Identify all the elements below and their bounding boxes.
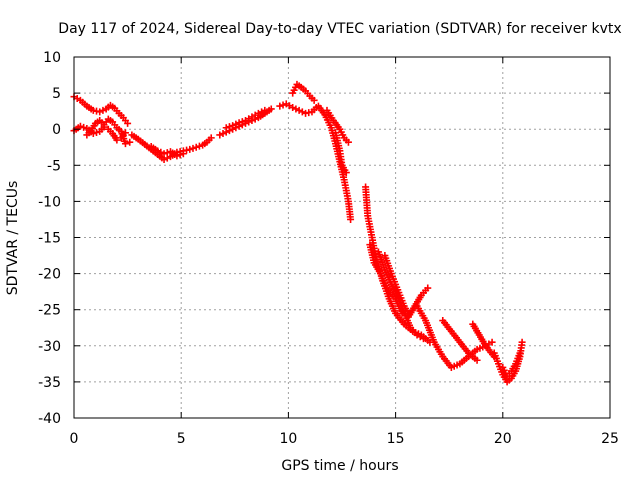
data-point (121, 140, 129, 148)
data-point (261, 106, 269, 114)
data-point (473, 356, 481, 364)
series-rise-b (222, 106, 269, 132)
data-point (347, 215, 355, 223)
data-marker (279, 101, 287, 109)
x-tick-label: 10 (279, 431, 297, 447)
series-tail-b (499, 349, 524, 380)
data-marker (80, 123, 88, 131)
series-morning-dip-b (147, 143, 187, 160)
axis-ticks: 0 5 10 15 20 25 10 5 0 -5 -10 -15 -20 -25 -30 -35 -40 (38, 50, 619, 447)
data-point (295, 106, 303, 114)
y-tick-label: -15 (38, 231, 61, 247)
data-points (70, 80, 526, 386)
data-point (124, 119, 132, 127)
y-tick-label: 0 (52, 122, 61, 138)
data-point (76, 122, 84, 130)
series-descent-c (374, 248, 427, 343)
data-point (96, 108, 104, 116)
y-tick-label: 5 (52, 86, 61, 102)
y-tick-label: -5 (47, 158, 61, 174)
data-point (276, 102, 284, 110)
data-point (160, 150, 168, 158)
data-marker (292, 105, 300, 113)
data-point (518, 338, 526, 346)
data-marker (157, 148, 165, 156)
data-point (179, 150, 187, 158)
y-tick-label: -25 (38, 303, 61, 319)
data-point (113, 136, 121, 144)
data-point (229, 122, 237, 130)
data-marker (225, 123, 233, 131)
x-axis-label: GPS time / hours (281, 458, 398, 474)
series-descent-d (381, 252, 412, 317)
y-tick-label: -40 (38, 411, 61, 427)
chart-title: Day 117 of 2024, Sidereal Day-to-day VTE… (58, 21, 621, 37)
data-point (419, 335, 427, 343)
data-point (207, 134, 215, 142)
data-marker (298, 108, 306, 116)
y-tick-label: 10 (43, 50, 61, 66)
data-point (424, 284, 432, 292)
series-plateau (276, 100, 320, 117)
series-upper-early (70, 93, 132, 127)
y-tick-label: -10 (38, 194, 61, 210)
series-late-b (439, 317, 481, 364)
series-peak (289, 80, 318, 104)
data-point (404, 309, 412, 317)
data-point (267, 105, 275, 113)
data-point (173, 152, 181, 160)
y-tick-label: -30 (38, 339, 61, 355)
x-tick-label: 5 (177, 431, 186, 447)
data-marker (258, 108, 266, 116)
y-tick-label: -20 (38, 267, 61, 283)
data-marker (195, 142, 203, 150)
data-point (186, 145, 194, 153)
series-drop-b (323, 106, 352, 146)
data-marker (238, 118, 246, 126)
y-tick-label: -35 (38, 375, 61, 391)
data-point (192, 143, 200, 151)
data-point (289, 104, 297, 112)
series-late-c (469, 320, 496, 350)
data-point (310, 96, 318, 104)
x-tick-label: 15 (387, 431, 405, 447)
data-marker (219, 130, 227, 138)
data-point (254, 109, 262, 117)
data-point (154, 147, 162, 155)
data-point (488, 338, 496, 346)
data-marker (176, 151, 184, 159)
data-point (344, 138, 352, 146)
data-point (222, 124, 230, 132)
data-point (126, 138, 134, 146)
y-axis-label: SDTVAR / TECUs (5, 181, 21, 296)
data-marker (99, 106, 107, 114)
x-tick-label: 0 (70, 431, 79, 447)
data-marker (232, 120, 240, 128)
series-descent-b (366, 241, 432, 321)
data-point (516, 349, 524, 357)
series-drop-c (332, 129, 350, 177)
data-point (342, 169, 350, 177)
data-point (235, 119, 243, 127)
data-point (216, 131, 224, 139)
data-marker (93, 128, 101, 136)
x-tick-label: 20 (494, 431, 512, 447)
data-marker (189, 144, 197, 152)
series-early-arcs (83, 115, 134, 148)
x-tick-label: 25 (601, 431, 619, 447)
